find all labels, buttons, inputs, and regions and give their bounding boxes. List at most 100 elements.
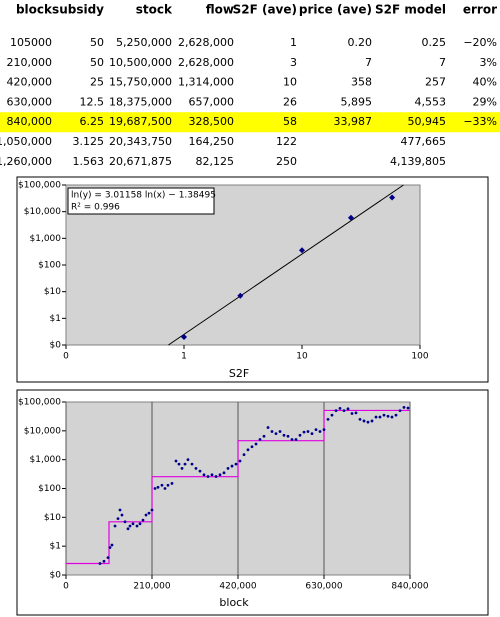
point	[242, 453, 246, 456]
point	[147, 511, 151, 515]
point	[166, 483, 170, 487]
column-header: price (ave)	[299, 3, 372, 17]
point	[183, 462, 187, 466]
point	[108, 546, 112, 549]
table-cell: 477,665	[401, 135, 447, 148]
point	[350, 412, 354, 415]
row-highlight	[0, 112, 500, 133]
table-cell: 50	[90, 36, 104, 49]
point	[237, 292, 244, 299]
y-tick-label: $10	[44, 287, 61, 297]
annotation: R² = 0.996	[71, 203, 120, 213]
point	[370, 419, 374, 423]
point	[141, 518, 145, 522]
table-cell: 3	[290, 56, 297, 69]
y-tick-label: $100,000	[18, 181, 61, 191]
point	[163, 487, 167, 490]
point	[120, 513, 124, 517]
point	[282, 433, 286, 437]
point	[262, 434, 266, 438]
y-tick-label: $1,000	[30, 455, 62, 465]
point	[206, 475, 210, 478]
point	[170, 482, 174, 485]
x-axis-label: S2F	[229, 367, 249, 380]
table-cell: 25	[90, 76, 104, 89]
y-tick-label: $0	[50, 341, 62, 351]
point	[226, 466, 230, 470]
point	[156, 485, 160, 489]
table-cell: 7	[365, 56, 372, 69]
point	[106, 556, 110, 560]
annotation: ln(y) = 3.01158 ln(x) − 1.38495	[71, 191, 216, 201]
x-tick-label: 0	[63, 582, 69, 592]
point	[354, 411, 358, 415]
point	[234, 462, 238, 466]
point	[306, 430, 310, 433]
y-tick-label: $10	[44, 513, 61, 523]
table-cell: −20%	[463, 36, 497, 49]
point	[198, 469, 202, 473]
table-cell: 257	[425, 76, 446, 89]
x-axis-label: block	[219, 596, 249, 609]
point	[278, 430, 282, 433]
point	[177, 462, 181, 466]
table-cell: 40%	[473, 76, 497, 89]
table-cell: 840,000	[7, 115, 53, 128]
point	[254, 442, 258, 446]
table-cell: 1,314,000	[178, 76, 234, 89]
point	[160, 483, 164, 487]
table-cell: 164,250	[189, 135, 235, 148]
annotation-box	[67, 187, 215, 215]
point	[406, 406, 410, 410]
point	[174, 459, 178, 463]
point	[150, 508, 154, 512]
table-cell: 5,895	[341, 95, 373, 108]
x-tick-label: 420,000	[219, 582, 256, 592]
point	[402, 405, 406, 409]
point	[123, 520, 127, 524]
point	[326, 417, 330, 421]
table-cell: 58	[283, 115, 297, 128]
point	[113, 524, 117, 528]
table-cell: 1	[290, 36, 297, 49]
table-cell: 657,000	[189, 95, 235, 108]
point	[186, 458, 190, 462]
table-cell: 0.25	[422, 36, 447, 49]
point	[181, 333, 187, 340]
table-cell: 1,050,000	[0, 135, 52, 148]
point	[144, 513, 148, 517]
y-tick-label: $100	[38, 261, 61, 271]
point	[131, 522, 135, 526]
x-tick-label: 10	[296, 352, 308, 362]
table-cell: 12.5	[80, 95, 105, 108]
x-tick-label: 1	[181, 352, 187, 362]
x-tick-label: 100	[411, 352, 428, 362]
table-cell: 250	[276, 155, 297, 168]
column-header: stock	[136, 3, 173, 17]
point	[394, 413, 398, 417]
point	[347, 214, 354, 221]
y-tick-label: $10,000	[24, 207, 61, 217]
table-cell: 33,987	[334, 115, 373, 128]
point	[314, 428, 318, 432]
model-step-line	[66, 409, 410, 565]
table-cell: 15,750,000	[109, 76, 172, 89]
point	[342, 409, 346, 413]
point	[386, 414, 390, 418]
table-cell: 10,500,000	[109, 56, 172, 69]
point	[322, 428, 326, 432]
point	[98, 562, 102, 565]
table-cell: 105000	[10, 36, 52, 49]
point	[266, 426, 270, 429]
x-tick-label: 210,000	[133, 582, 170, 592]
y-tick-label: $100	[38, 484, 61, 494]
table-cell: 20,671,875	[109, 155, 172, 168]
point	[210, 473, 214, 477]
y-tick-label: $10,000	[24, 426, 61, 436]
table-cell: 4,139,805	[390, 155, 446, 168]
point	[286, 434, 290, 438]
x-tick-label: 630,000	[305, 582, 342, 592]
table-cell: 2,628,000	[178, 56, 234, 69]
point	[138, 522, 142, 526]
point	[389, 194, 396, 201]
